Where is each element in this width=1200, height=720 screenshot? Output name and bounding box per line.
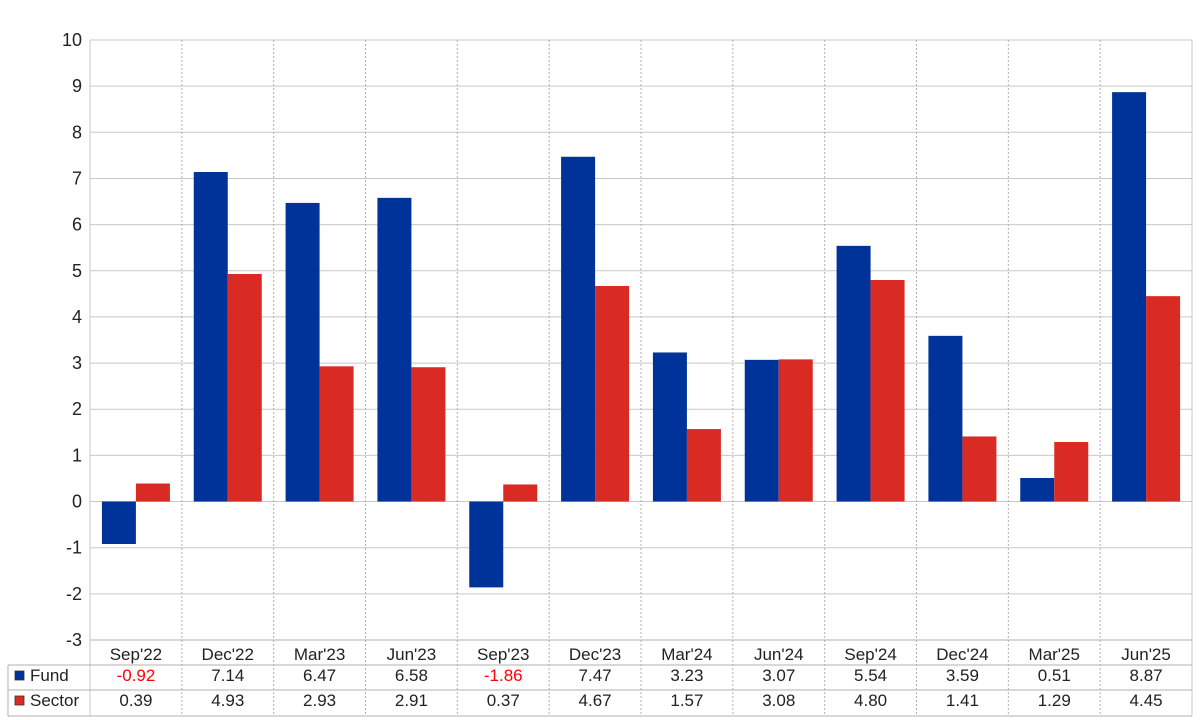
bar-fund-5 [561, 156, 596, 502]
bar-sector-8 [870, 280, 905, 502]
bar-sector-3 [411, 367, 446, 502]
x-category-label: Jun'25 [1121, 645, 1171, 664]
data-label-fund: 0.51 [1038, 666, 1071, 685]
data-label-sector: 0.39 [119, 691, 152, 710]
data-label-sector: 4.93 [211, 691, 244, 710]
data-label-fund: 8.87 [1130, 666, 1163, 685]
data-label-fund: 6.47 [303, 666, 336, 685]
data-label-fund: 5.54 [854, 666, 887, 685]
bar-sector-11 [1146, 296, 1181, 502]
legend-swatch-fund [14, 670, 25, 681]
bar-fund-3 [377, 197, 412, 502]
data-label-sector: 1.57 [670, 691, 703, 710]
bar-sector-5 [595, 286, 630, 502]
data-label-fund: -0.92 [117, 666, 156, 685]
data-label-sector: 0.37 [487, 691, 520, 710]
y-axis: -3 -2 -1 0 1 2 3 4 5 6 7 8 9 10 [62, 30, 82, 650]
x-category-label: Jun'23 [387, 645, 437, 664]
bar-fund-11 [1112, 92, 1147, 502]
legend-label-fund: Fund [30, 666, 69, 685]
y-tick-label: 2 [72, 399, 82, 419]
x-category-label: Mar'25 [1029, 645, 1080, 664]
data-label-fund: -1.86 [484, 666, 523, 685]
data-label-fund: 3.07 [762, 666, 795, 685]
x-category-label: Jun'24 [754, 645, 804, 664]
bar-fund-8 [836, 245, 871, 502]
bar-sector-10 [1054, 442, 1089, 502]
data-label-sector: 1.29 [1038, 691, 1071, 710]
y-tick-label: 6 [72, 215, 82, 235]
y-tick-label: -3 [66, 630, 82, 650]
x-category-label: Sep'22 [110, 645, 162, 664]
y-tick-label: 8 [72, 122, 82, 142]
data-label-sector: 4.45 [1130, 691, 1163, 710]
x-category-label: Sep'24 [844, 645, 896, 664]
x-category-label: Mar'23 [294, 645, 345, 664]
y-tick-label: 7 [72, 168, 82, 188]
y-tick-label: 4 [72, 307, 82, 327]
data-label-fund: 7.47 [579, 666, 612, 685]
bar-sector-4 [503, 484, 538, 502]
x-category-label: Dec'23 [569, 645, 621, 664]
y-tick-label: 3 [72, 353, 82, 373]
legend-label-sector: Sector [30, 691, 79, 710]
x-category-label: Dec'24 [936, 645, 988, 664]
x-category-label: Sep'23 [477, 645, 529, 664]
data-label-fund: 3.59 [946, 666, 979, 685]
y-tick-label: -2 [66, 584, 82, 604]
data-table: Sep'22 Dec'22 Mar'23 Jun'23 Sep'23 Dec'23 Mar'… [7, 639, 1192, 717]
bar-sector-2 [319, 366, 354, 502]
data-label-fund: 3.23 [670, 666, 703, 685]
bar-fund-10 [1020, 478, 1055, 502]
data-label-sector: 1.41 [946, 691, 979, 710]
data-label-fund: 7.14 [211, 666, 244, 685]
x-category-label: Dec'22 [202, 645, 254, 664]
bar-sector-9 [962, 436, 997, 502]
legend-swatch-sector [14, 695, 25, 706]
bar-fund-9 [928, 335, 963, 502]
bar-fund-2 [285, 202, 320, 502]
bars [101, 92, 1181, 588]
y-tick-label: 9 [72, 76, 82, 96]
bar-sector-0 [135, 483, 170, 502]
bar-fund-4 [469, 501, 504, 588]
bar-fund-0 [101, 501, 136, 544]
data-label-sector: 2.91 [395, 691, 428, 710]
data-label-sector: 4.80 [854, 691, 887, 710]
bar-sector-7 [778, 359, 813, 502]
y-tick-label: 1 [72, 445, 82, 465]
data-label-sector: 2.93 [303, 691, 336, 710]
y-tick-label: 10 [62, 30, 82, 50]
data-label-sector: 3.08 [762, 691, 795, 710]
data-label-sector: 4.67 [579, 691, 612, 710]
bar-sector-6 [686, 429, 721, 502]
bar-fund-7 [744, 359, 779, 502]
bar-fund-1 [193, 172, 228, 502]
y-tick-label: -1 [66, 538, 82, 558]
y-tick-label: 5 [72, 261, 82, 281]
bar-sector-1 [227, 274, 262, 502]
bar-fund-6 [652, 352, 687, 502]
data-label-fund: 6.58 [395, 666, 428, 685]
grid-lines [89, 39, 1193, 716]
x-category-label: Mar'24 [661, 645, 712, 664]
y-tick-label: 0 [72, 492, 82, 512]
